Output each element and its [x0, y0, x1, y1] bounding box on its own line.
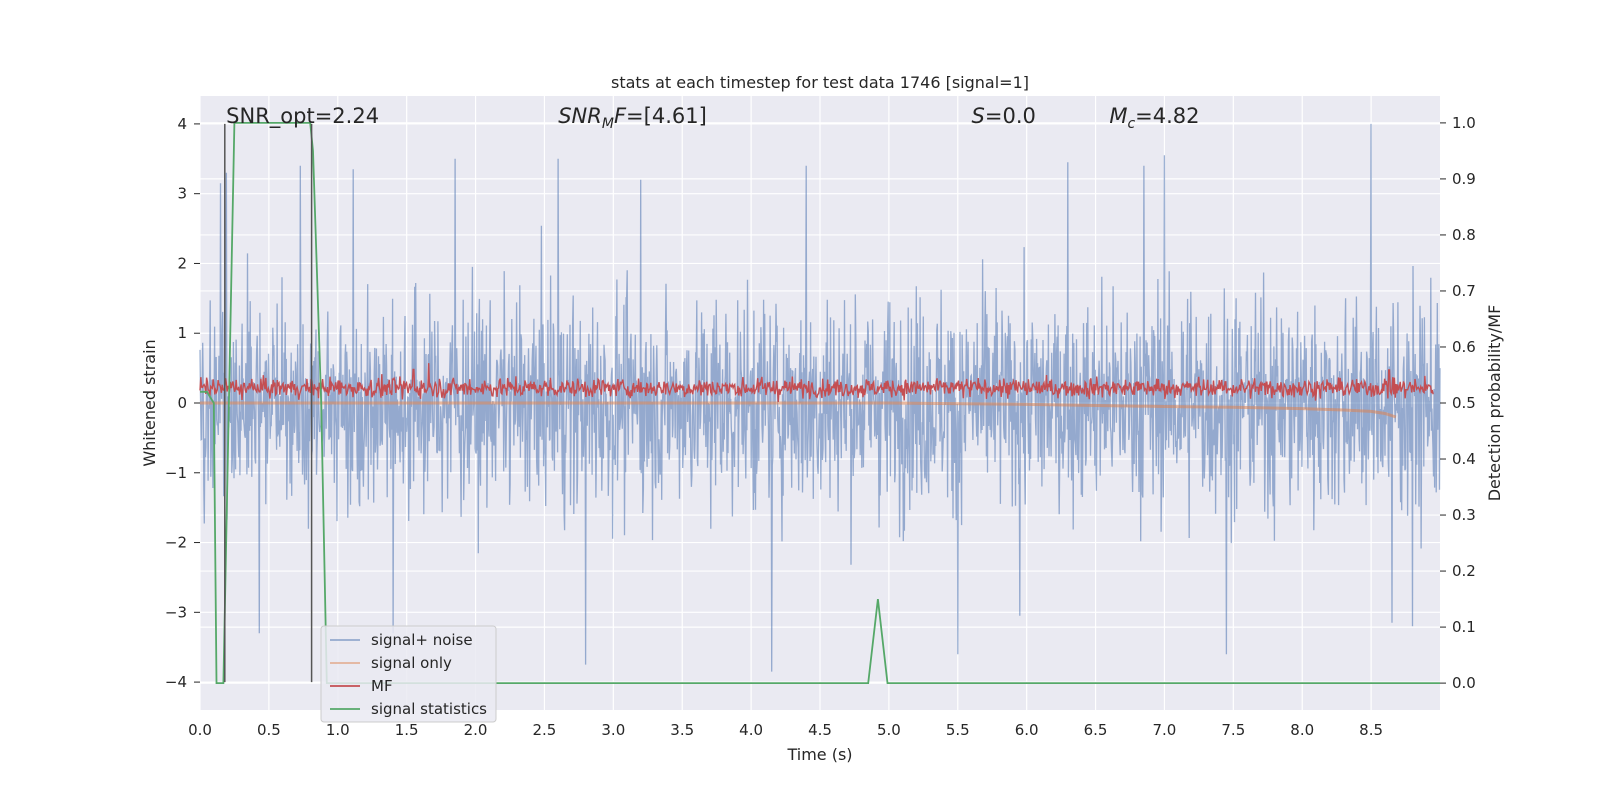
right-y-tick-label: 0.6	[1452, 338, 1476, 356]
left-y-tick-label: −3	[165, 603, 187, 621]
left-y-axis-ticks: 4 3 2 1 0 −1 −2 −3 −4	[165, 115, 200, 691]
left-y-tick-label: −4	[165, 673, 187, 691]
left-y-tick-label: 3	[177, 185, 187, 203]
x-tick-label: 3.5	[670, 721, 694, 739]
right-y-tick-label: 0.2	[1452, 562, 1476, 580]
right-y-axis-ticks: 1.0 0.9 0.8 0.7 0.6 0.5 0.4 0.3 0.2 0.1 0.0	[1440, 114, 1476, 692]
legend-box	[320, 625, 497, 723]
x-tick-label: 8.0	[1290, 721, 1314, 739]
x-tick-label: 5.5	[946, 721, 970, 739]
x-axis-ticks: 0.0 0.5 1.0 1.5 2.0 2.5 3.0 3.5 4.0 4.5 5.0 5.5 6.0 6…	[188, 721, 1383, 739]
x-tick-label: 6.0	[1015, 721, 1039, 739]
x-tick-label: 0.5	[257, 721, 281, 739]
x-tick-label: 6.5	[1084, 721, 1108, 739]
x-tick-label: 2.0	[464, 721, 488, 739]
annotation-text: SNR_opt=2.24	[226, 104, 379, 129]
right-y-tick-label: 1.0	[1452, 114, 1476, 132]
mf-line	[199, 363, 1434, 402]
x-tick-label: 5.0	[877, 721, 901, 739]
legend-label-mf: MF	[371, 677, 393, 695]
x-tick-label: 7.0	[1153, 721, 1177, 739]
right-y-tick-label: 0.8	[1452, 226, 1476, 244]
annotation-text: Mc=4.82	[1109, 104, 1199, 132]
signal-only-line	[200, 401, 1397, 419]
annotation-text: S=0.0	[972, 104, 1036, 128]
left-y-tick-label: 1	[177, 324, 187, 342]
right-y-tick-label: 0.3	[1452, 506, 1476, 524]
right-y-tick-label: 0.9	[1452, 170, 1476, 188]
left-y-tick-label: 2	[177, 254, 187, 272]
x-tick-label: 2.5	[533, 721, 557, 739]
right-y-tick-label: 0.5	[1452, 394, 1476, 412]
left-y-tick-label: −1	[165, 464, 187, 482]
right-y-tick-label: 0.1	[1452, 618, 1476, 636]
x-tick-label: 1.0	[326, 721, 350, 739]
x-tick-label: 3.0	[601, 721, 625, 739]
x-axis-label: Time (s)	[786, 745, 852, 764]
left-y-tick-label: 4	[177, 115, 187, 133]
legend-label-signal-only: signal only	[371, 654, 452, 672]
x-tick-label: 8.5	[1359, 721, 1383, 739]
left-y-axis-label: Whitened strain	[140, 339, 159, 466]
x-tick-label: 1.5	[395, 721, 419, 739]
right-y-tick-label: 0.0	[1452, 674, 1476, 692]
chart-title: stats at each timestep for test data 174…	[611, 73, 1029, 92]
x-tick-label: 7.5	[1221, 721, 1245, 739]
left-y-tick-label: 0	[177, 394, 187, 412]
x-tick-label: 4.5	[808, 721, 832, 739]
legend-label-signal-statistics: signal statistics	[371, 700, 487, 718]
right-y-tick-label: 0.4	[1452, 450, 1476, 468]
annotations: SNR_opt=2.24 SNRMF=[4.61] S=0.0 Mc=4.82	[226, 104, 1199, 132]
legend: signal+ noise signal only MF signal stat…	[320, 625, 497, 723]
x-tick-label: 4.0	[739, 721, 763, 739]
annotation-text: SNRMF=[4.61]	[558, 104, 707, 132]
right-y-tick-label: 0.7	[1452, 282, 1476, 300]
legend-label-signal-noise: signal+ noise	[371, 631, 473, 649]
left-y-tick-label: −2	[165, 534, 187, 552]
signal-noise-line	[199, 123, 1441, 672]
right-y-axis-label: Detection probability/MF	[1485, 305, 1504, 502]
x-tick-label: 0.0	[188, 721, 212, 739]
